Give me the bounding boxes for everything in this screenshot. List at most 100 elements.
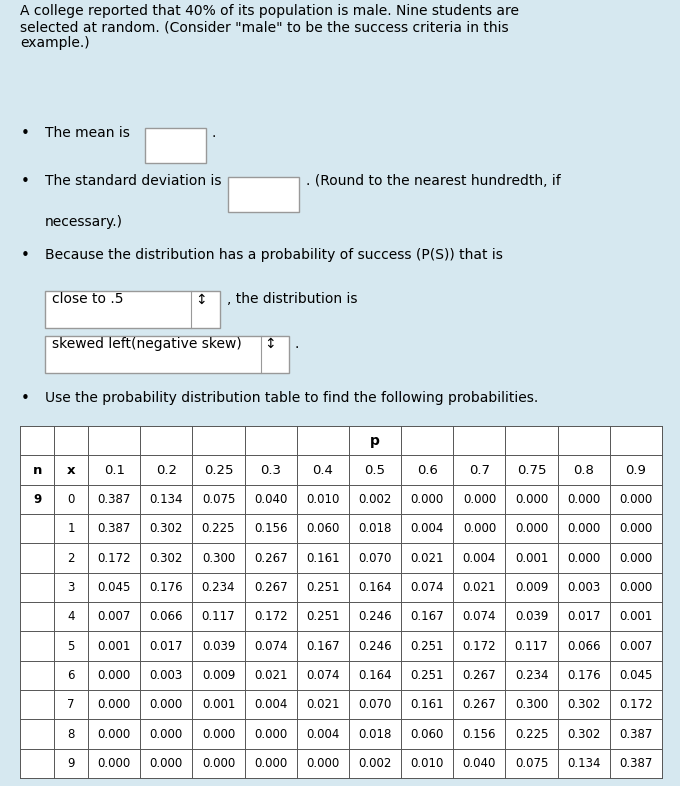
Text: 0.387: 0.387 [97, 493, 131, 506]
Text: 0.251: 0.251 [306, 610, 339, 623]
Text: 0.004: 0.004 [306, 728, 339, 740]
Text: skewed left(negative skew): skewed left(negative skew) [52, 337, 241, 351]
Text: 0.000: 0.000 [619, 493, 653, 506]
Text: 0.021: 0.021 [254, 669, 288, 682]
Text: 0.161: 0.161 [306, 552, 340, 564]
Text: 0.302: 0.302 [150, 552, 183, 564]
Text: •: • [20, 391, 29, 406]
Text: 0.021: 0.021 [462, 581, 496, 594]
Text: 6: 6 [67, 669, 75, 682]
Text: 9: 9 [33, 493, 41, 506]
Text: 0.000: 0.000 [97, 728, 131, 740]
Text: 0.6: 0.6 [417, 464, 438, 476]
Text: 0.156: 0.156 [254, 522, 288, 535]
Text: 0.156: 0.156 [462, 728, 496, 740]
Text: 0.074: 0.074 [254, 640, 288, 652]
Text: 0.000: 0.000 [306, 757, 339, 770]
Text: 0.070: 0.070 [358, 698, 392, 711]
Text: 0.7: 0.7 [469, 464, 490, 476]
Text: 0.000: 0.000 [150, 698, 183, 711]
Text: close to .5: close to .5 [52, 292, 123, 307]
Text: A college reported that 40% of its population is male. Nine students are
selecte: A college reported that 40% of its popul… [20, 4, 520, 50]
Text: 0.25: 0.25 [204, 464, 233, 476]
Text: •: • [20, 248, 29, 263]
Text: 0.172: 0.172 [619, 698, 653, 711]
Text: 0.075: 0.075 [202, 493, 235, 506]
Text: Because the distribution has a probability of success (P(S)) that is: Because the distribution has a probabili… [45, 248, 503, 262]
Text: 0.3: 0.3 [260, 464, 281, 476]
Text: 0.021: 0.021 [306, 698, 339, 711]
Text: 1: 1 [67, 522, 75, 535]
Text: necessary.): necessary.) [45, 215, 123, 230]
Text: 0.387: 0.387 [619, 728, 653, 740]
Text: 0.164: 0.164 [358, 581, 392, 594]
Text: 0.8: 0.8 [573, 464, 594, 476]
Text: 0.117: 0.117 [202, 610, 235, 623]
Text: 0.074: 0.074 [462, 610, 496, 623]
Text: 0.302: 0.302 [150, 522, 183, 535]
Text: 0.251: 0.251 [411, 640, 444, 652]
Text: 0.134: 0.134 [567, 757, 600, 770]
FancyBboxPatch shape [45, 336, 289, 373]
Text: 0.007: 0.007 [619, 640, 653, 652]
Text: 0.004: 0.004 [462, 552, 496, 564]
Text: 0.000: 0.000 [150, 757, 183, 770]
Text: 0.172: 0.172 [462, 640, 496, 652]
Text: •: • [20, 174, 29, 189]
Text: 0.000: 0.000 [97, 757, 131, 770]
Text: 0.302: 0.302 [567, 728, 600, 740]
Text: 0.003: 0.003 [567, 581, 600, 594]
Text: . (Round to the nearest hundredth, if: . (Round to the nearest hundredth, if [306, 174, 561, 189]
Text: 0.000: 0.000 [619, 581, 653, 594]
Text: 0.040: 0.040 [254, 493, 288, 506]
Text: 0.018: 0.018 [358, 728, 392, 740]
Text: 0.5: 0.5 [364, 464, 386, 476]
Text: 0.001: 0.001 [202, 698, 235, 711]
Text: 0.002: 0.002 [358, 493, 392, 506]
Text: 0.039: 0.039 [515, 610, 548, 623]
Text: 0.070: 0.070 [358, 552, 392, 564]
Text: 9: 9 [67, 757, 75, 770]
Text: 0.000: 0.000 [202, 757, 235, 770]
Text: 0.75: 0.75 [517, 464, 546, 476]
Text: 0.017: 0.017 [150, 640, 183, 652]
Text: The mean is: The mean is [45, 126, 130, 140]
Text: 0.267: 0.267 [254, 552, 288, 564]
Text: •: • [20, 126, 29, 141]
Text: Use the probability distribution table to find the following probabilities.: Use the probability distribution table t… [45, 391, 538, 406]
Text: 0.060: 0.060 [411, 728, 444, 740]
Text: 0.000: 0.000 [97, 669, 131, 682]
Text: 0.9: 0.9 [626, 464, 647, 476]
FancyBboxPatch shape [146, 128, 207, 163]
Text: 0.2: 0.2 [156, 464, 177, 476]
Text: 0.164: 0.164 [358, 669, 392, 682]
Text: 0.002: 0.002 [358, 757, 392, 770]
Text: 0.000: 0.000 [463, 522, 496, 535]
Text: .: . [211, 126, 216, 140]
Text: 5: 5 [67, 640, 75, 652]
Text: 7: 7 [67, 698, 75, 711]
Text: 3: 3 [67, 581, 75, 594]
Text: 0.246: 0.246 [358, 610, 392, 623]
Text: 0.267: 0.267 [462, 698, 496, 711]
Text: 0.4: 0.4 [312, 464, 333, 476]
Text: 0.134: 0.134 [150, 493, 183, 506]
Text: 0.234: 0.234 [515, 669, 548, 682]
Text: 0.001: 0.001 [619, 610, 653, 623]
Text: 0.167: 0.167 [411, 610, 444, 623]
Text: 0.267: 0.267 [254, 581, 288, 594]
Text: 0.000: 0.000 [619, 522, 653, 535]
Text: 0.001: 0.001 [515, 552, 548, 564]
Text: 0.000: 0.000 [150, 728, 183, 740]
Text: 0.000: 0.000 [567, 493, 600, 506]
Text: 0: 0 [67, 493, 75, 506]
Text: 0.074: 0.074 [306, 669, 339, 682]
Text: 0.000: 0.000 [254, 728, 287, 740]
Text: 0.117: 0.117 [515, 640, 548, 652]
Text: 0.251: 0.251 [411, 669, 444, 682]
Text: 0.009: 0.009 [515, 581, 548, 594]
Text: 0.010: 0.010 [306, 493, 339, 506]
Text: 0.000: 0.000 [202, 728, 235, 740]
Text: 0.075: 0.075 [515, 757, 548, 770]
Text: 0.000: 0.000 [619, 552, 653, 564]
